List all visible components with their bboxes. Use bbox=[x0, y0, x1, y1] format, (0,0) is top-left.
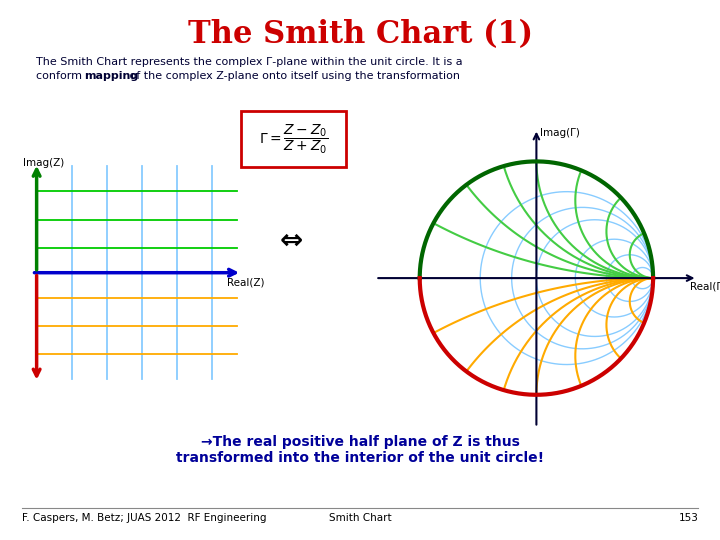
Text: F. Caspers, M. Betz; JUAS 2012  RF Engineering: F. Caspers, M. Betz; JUAS 2012 RF Engine… bbox=[22, 513, 266, 523]
Text: →The real positive half plane of Z is thus
transformed into the interior of the : →The real positive half plane of Z is th… bbox=[176, 435, 544, 465]
Text: mapping: mapping bbox=[84, 71, 138, 82]
Text: conform: conform bbox=[36, 71, 86, 82]
Text: The Smith Chart represents the complex Γ-plane within the unit circle. It is a: The Smith Chart represents the complex Γ… bbox=[36, 57, 463, 67]
Text: $\Gamma = \dfrac{Z - Z_0}{Z + Z_0}$: $\Gamma = \dfrac{Z - Z_0}{Z + Z_0}$ bbox=[258, 123, 328, 156]
Text: Real(Z): Real(Z) bbox=[227, 277, 264, 287]
Text: ⇔: ⇔ bbox=[280, 226, 303, 254]
Text: Imag(Γ): Imag(Γ) bbox=[541, 128, 580, 138]
Text: The Smith Chart (1): The Smith Chart (1) bbox=[187, 19, 533, 50]
Text: 153: 153 bbox=[678, 513, 698, 523]
Text: of the complex Z-plane onto itself using the transformation: of the complex Z-plane onto itself using… bbox=[126, 71, 460, 82]
Text: Imag(Z): Imag(Z) bbox=[22, 158, 64, 168]
FancyBboxPatch shape bbox=[241, 111, 346, 167]
Text: Real(Γ): Real(Γ) bbox=[690, 282, 720, 292]
Text: Smith Chart: Smith Chart bbox=[329, 513, 391, 523]
